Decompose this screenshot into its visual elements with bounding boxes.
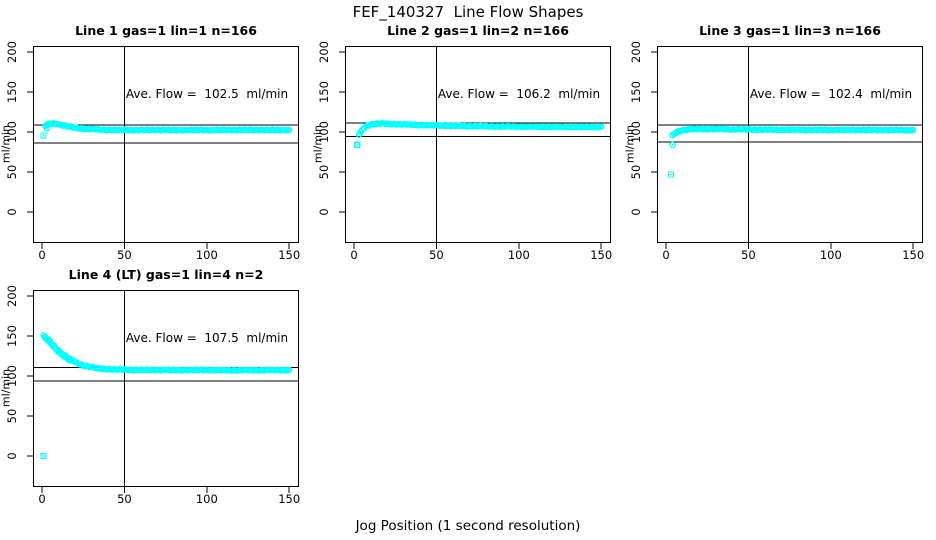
ave-flow-annotation: Ave. Flow = 106.2 ml/min	[437, 87, 601, 101]
y-tick-label: 150	[629, 81, 643, 103]
x-tick-label: 150	[590, 248, 613, 262]
outlier-point	[354, 141, 361, 148]
data-point	[598, 123, 605, 131]
scatter-plot	[27, 290, 299, 493]
panel-title: Line 3 gas=1 lin=3 n=166	[699, 23, 881, 38]
y-tick-label: 150	[5, 81, 19, 103]
y-tick-label: 200	[629, 41, 643, 63]
plot-frame	[345, 46, 611, 243]
y-tick-label: 150	[5, 325, 19, 347]
ave-flow-annotation: Ave. Flow = 107.5 ml/min	[125, 331, 289, 345]
outlier-point-center	[42, 455, 45, 457]
outlier-point	[40, 132, 47, 139]
y-tick-label: 200	[317, 41, 331, 63]
ave-flow-annotation: Ave. Flow = 102.4 ml/min	[749, 87, 913, 101]
y-tick-label: 100	[629, 121, 643, 143]
x-tick-label: 150	[278, 492, 301, 506]
y-tick-label: 50	[317, 164, 331, 180]
x-tick-label: 50	[117, 248, 132, 262]
outlier-point-center	[46, 127, 48, 130]
ave-flow-annotation: Ave. Flow = 102.5 ml/min	[125, 87, 289, 101]
panel-title: Line 4 (LT) gas=1 lin=4 n=2	[68, 267, 264, 282]
plot-frame	[33, 46, 299, 243]
scatter-plot	[651, 46, 923, 249]
y-tick-label: 150	[317, 81, 331, 103]
scatter-plot	[27, 46, 299, 249]
y-tick-label: 100	[317, 121, 331, 143]
scatter-plot	[339, 46, 611, 249]
y-tick-label: 0	[629, 208, 643, 216]
panel-title: Line 2 gas=1 lin=2 n=166	[387, 23, 569, 38]
data-point	[286, 126, 293, 134]
y-tick-label: 50	[629, 164, 643, 180]
plot-frame	[657, 46, 923, 243]
y-tick-label: 100	[5, 121, 19, 143]
plot-frame	[33, 290, 299, 487]
x-tick-label: 100	[195, 492, 218, 506]
x-tick-label: 50	[741, 248, 756, 262]
panel-line-1: Line 1 gas=1 lin=1 n=166 Ave. Flow = 102…	[0, 23, 300, 262]
x-tick-label: 50	[117, 492, 132, 506]
outlier-point-center	[670, 173, 672, 176]
x-tick-label: 100	[819, 248, 842, 262]
outlier-point	[43, 124, 51, 132]
y-tick-label: 200	[5, 41, 19, 63]
outlier-point	[667, 171, 675, 178]
x-tick-label: 0	[38, 248, 46, 262]
y-tick-label: 0	[5, 452, 19, 460]
x-tick-label: 150	[902, 248, 925, 262]
y-tick-label: 100	[5, 365, 19, 387]
x-tick-label: 0	[38, 492, 46, 506]
y-tick-label: 50	[5, 164, 19, 180]
outlier-point-center	[42, 134, 45, 137]
x-tick-label: 150	[278, 248, 301, 262]
x-tick-label: 0	[662, 248, 670, 262]
x-tick-label: 100	[507, 248, 530, 262]
outlier-point	[40, 452, 47, 460]
y-tick-label: 0	[317, 208, 331, 216]
y-tick-label: 50	[5, 408, 19, 424]
panel-line-4: Line 4 (LT) gas=1 lin=4 n=2 Ave. Flow = …	[0, 267, 300, 506]
panel-line-3: Line 3 gas=1 lin=3 n=166 Ave. Flow = 102…	[624, 23, 925, 262]
outlier-point-center	[356, 143, 359, 146]
panel-line-2: Line 2 gas=1 lin=2 n=166 Ave. Flow = 106…	[312, 23, 613, 262]
x-tick-label: 100	[195, 248, 218, 262]
outlier-point-center	[671, 143, 674, 146]
figure-title: FEF_140327 Line Flow Shapes	[352, 3, 584, 21]
data-point	[286, 366, 293, 374]
x-tick-label: 0	[350, 248, 358, 262]
panel-title: Line 1 gas=1 lin=1 n=166	[75, 23, 257, 38]
y-tick-label: 200	[5, 285, 19, 307]
x-tick-label: 50	[429, 248, 444, 262]
y-tick-label: 0	[5, 208, 19, 216]
data-point	[910, 126, 917, 134]
outlier-point	[669, 141, 676, 149]
x-axis-label: Jog Position (1 second resolution)	[355, 518, 581, 534]
